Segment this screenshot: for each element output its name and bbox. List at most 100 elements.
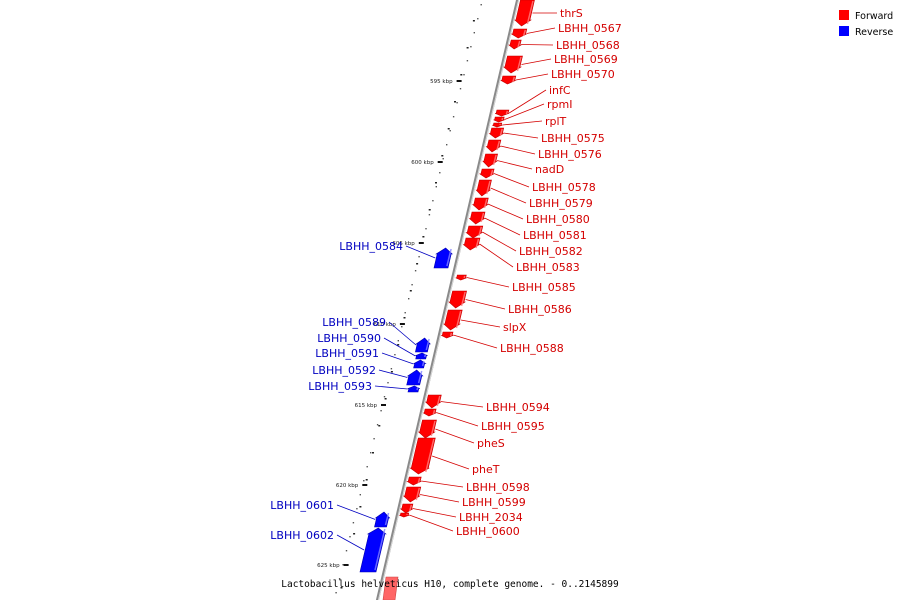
gene-label[interactable]: LBHH_0592 xyxy=(312,364,376,377)
gene-feature[interactable] xyxy=(508,39,523,50)
gene-feature[interactable] xyxy=(468,211,486,225)
gene-label[interactable]: LBHH_0595 xyxy=(481,420,545,433)
gene-label[interactable]: LBHH_0588 xyxy=(500,342,564,355)
gene-label[interactable]: nadD xyxy=(535,163,564,176)
gene-label[interactable]: rpmI xyxy=(547,98,572,111)
gene-label[interactable]: LBHH_0602 xyxy=(270,529,334,542)
gene-feature[interactable] xyxy=(415,337,431,353)
gene-feature[interactable] xyxy=(407,385,420,393)
gene-feature[interactable] xyxy=(465,225,484,239)
gene-feature[interactable] xyxy=(510,28,528,39)
gene-feature[interactable] xyxy=(417,419,437,439)
gene-feature[interactable] xyxy=(441,331,454,339)
gene-label[interactable]: LBHH_0580 xyxy=(526,213,590,226)
gene-feature[interactable] xyxy=(482,153,498,168)
gene-arrow[interactable] xyxy=(423,408,437,417)
gene-feature[interactable] xyxy=(413,359,427,369)
gene-feature[interactable] xyxy=(406,369,424,386)
gene-label[interactable]: LBHH_0576 xyxy=(538,148,602,161)
gene-feature[interactable] xyxy=(424,394,442,409)
gene-label[interactable]: LBHH_0600 xyxy=(456,525,520,538)
gene-arrow[interactable] xyxy=(399,512,410,518)
gene-label[interactable]: LBHH_0569 xyxy=(554,53,618,66)
gene-arrow[interactable] xyxy=(471,197,489,211)
gene-feature[interactable] xyxy=(433,247,453,269)
gene-feature[interactable] xyxy=(514,0,535,27)
gene-label[interactable]: pheT xyxy=(472,463,500,476)
gene-feature[interactable] xyxy=(402,486,422,503)
gene-arrow[interactable] xyxy=(482,153,498,168)
gene-feature[interactable] xyxy=(448,290,467,309)
gene-label[interactable]: LBHH_0585 xyxy=(512,281,576,294)
gene-feature[interactable] xyxy=(462,237,481,251)
gene-label[interactable]: LBHH_0570 xyxy=(551,68,615,81)
gene-arrow[interactable] xyxy=(478,168,495,179)
gene-arrow[interactable] xyxy=(492,122,503,128)
gene-arrow[interactable] xyxy=(468,211,486,225)
gene-label[interactable]: LBHH_0567 xyxy=(558,22,622,35)
gene-arrow[interactable] xyxy=(415,352,428,360)
gene-arrow[interactable] xyxy=(510,28,528,39)
gene-arrow[interactable] xyxy=(462,237,481,251)
gene-label[interactable]: rplT xyxy=(545,115,567,128)
gene-label[interactable]: LBHH_0584 xyxy=(339,240,403,253)
gene-arrow[interactable] xyxy=(409,437,436,475)
gene-label[interactable]: LBHH_0578 xyxy=(532,181,596,194)
gene-arrow[interactable] xyxy=(465,225,484,239)
gene-label[interactable]: slpX xyxy=(503,321,527,334)
gene-arrow[interactable] xyxy=(488,127,505,139)
gene-feature[interactable] xyxy=(488,127,505,139)
gene-label[interactable]: pheS xyxy=(477,437,505,450)
gene-feature[interactable] xyxy=(415,352,428,360)
gene-feature[interactable] xyxy=(492,122,503,128)
gene-label[interactable]: LBHH_0591 xyxy=(315,347,379,360)
gene-feature[interactable] xyxy=(406,476,422,486)
gene-arrow[interactable] xyxy=(441,331,454,339)
gene-label[interactable]: LBHH_0601 xyxy=(270,499,334,512)
gene-arrow[interactable] xyxy=(508,39,523,50)
gene-label[interactable]: LBHH_0575 xyxy=(541,132,605,145)
gene-label[interactable]: infC xyxy=(549,84,571,97)
gene-feature[interactable] xyxy=(455,274,467,281)
gene-label[interactable]: LBHH_0568 xyxy=(556,39,620,52)
gene-feature[interactable] xyxy=(493,116,505,123)
gene-arrow[interactable] xyxy=(406,476,422,486)
gene-feature[interactable] xyxy=(475,179,492,197)
gene-arrow[interactable] xyxy=(485,139,502,153)
gene-arrow[interactable] xyxy=(424,394,442,409)
gene-label[interactable]: LBHH_0586 xyxy=(508,303,572,316)
gene-arrow[interactable] xyxy=(500,75,517,85)
gene-label[interactable]: LBHH_0581 xyxy=(523,229,587,242)
gene-arrow[interactable] xyxy=(402,486,422,503)
gene-feature[interactable] xyxy=(374,511,391,528)
gene-feature[interactable] xyxy=(423,408,437,417)
gene-feature[interactable] xyxy=(503,55,523,74)
gene-label[interactable]: LBHH_0583 xyxy=(516,261,580,274)
gene-feature[interactable] xyxy=(443,309,463,331)
gene-label[interactable]: LBHH_0598 xyxy=(466,481,530,494)
gene-feature[interactable] xyxy=(485,139,502,153)
gene-feature[interactable] xyxy=(478,168,495,179)
gene-label[interactable]: LBHH_2034 xyxy=(459,511,523,524)
gene-feature[interactable] xyxy=(471,197,489,211)
gene-feature[interactable] xyxy=(359,527,387,573)
gene-feature[interactable] xyxy=(399,512,410,518)
gene-arrow[interactable] xyxy=(407,385,420,393)
gene-label[interactable]: LBHH_0579 xyxy=(529,197,593,210)
gene-arrow[interactable] xyxy=(494,109,510,117)
gene-feature[interactable] xyxy=(494,109,510,117)
gene-label[interactable]: LBHH_0599 xyxy=(462,496,526,509)
gene-label[interactable]: LBHH_0593 xyxy=(308,380,372,393)
gene-feature[interactable] xyxy=(409,437,436,475)
gene-arrow[interactable] xyxy=(399,503,414,514)
gene-arrow[interactable] xyxy=(514,0,535,27)
gene-label[interactable]: LBHH_0590 xyxy=(317,332,381,345)
gene-feature[interactable] xyxy=(399,503,414,514)
gene-label[interactable]: LBHH_0589 xyxy=(322,316,386,329)
gene-arrow[interactable] xyxy=(359,527,387,573)
gene-label[interactable]: LBHH_0594 xyxy=(486,401,550,414)
gene-arrow[interactable] xyxy=(475,179,492,197)
gene-feature[interactable] xyxy=(500,75,517,85)
gene-label[interactable]: thrS xyxy=(560,7,583,20)
gene-label[interactable]: LBHH_0582 xyxy=(519,245,583,258)
